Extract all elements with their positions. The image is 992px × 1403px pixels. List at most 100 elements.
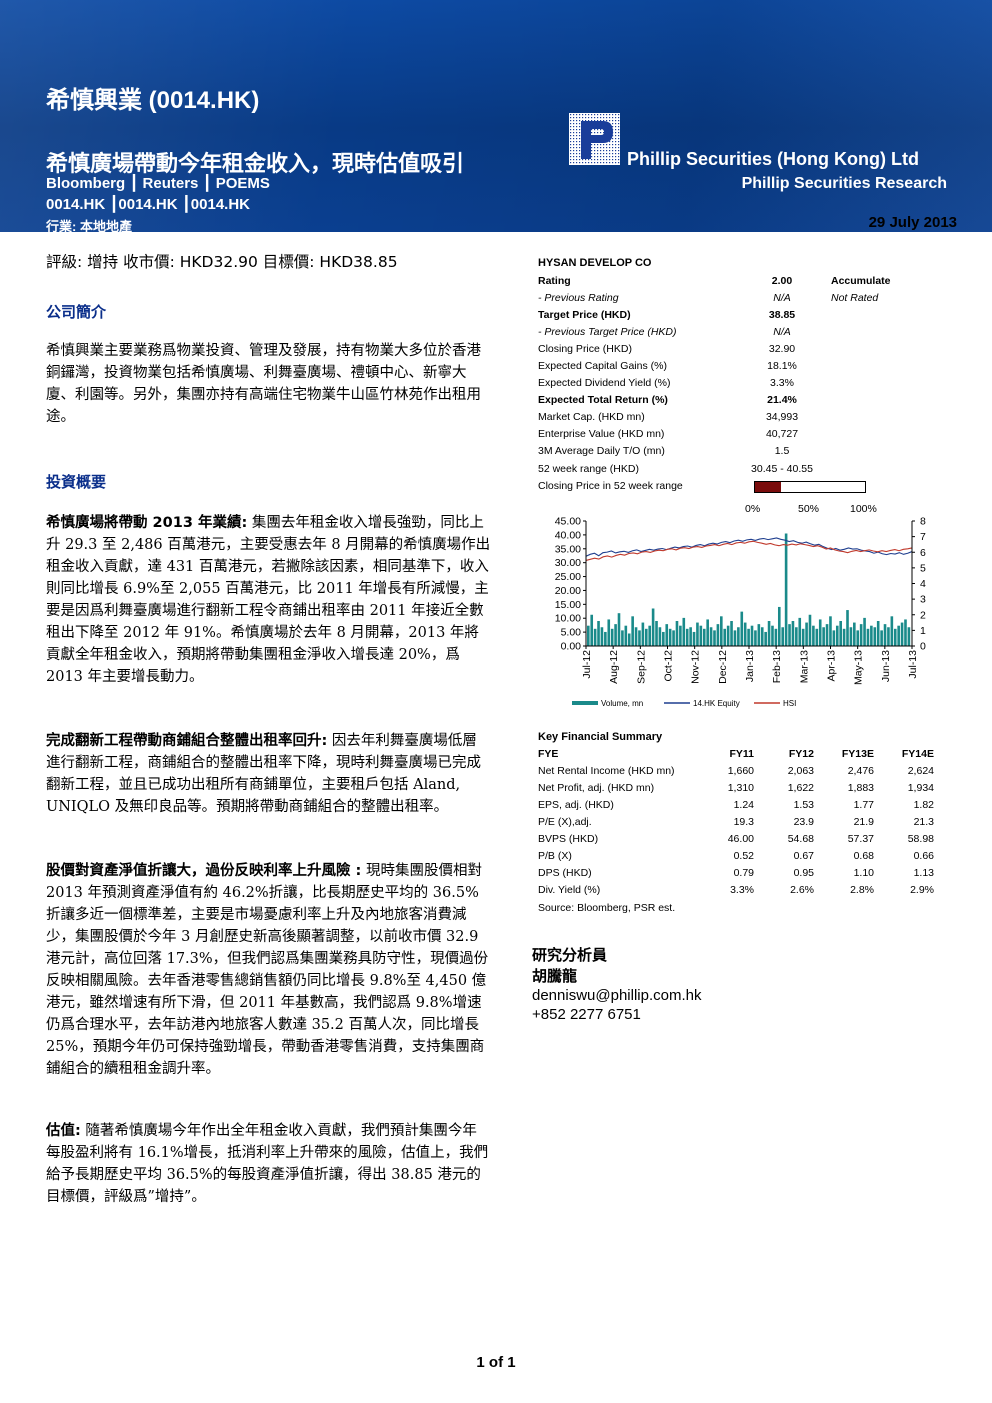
kfs-row: P/B (X) 0.52 0.67 0.68 0.66 (536, 848, 940, 865)
ratings-cell-value: 38.85 (768, 308, 796, 321)
y-left-tick-label: 40.00 (555, 529, 581, 541)
volume-bar (815, 628, 819, 646)
ratings-cell-extra (819, 375, 913, 392)
volume-bar (767, 621, 771, 646)
volume-bar (621, 630, 624, 647)
range-label-50: 50% (798, 503, 820, 515)
y-left-tick-label: 30.00 (555, 557, 581, 569)
ratings-cell-extra (819, 409, 913, 426)
kfs-source: Source: Bloomberg, PSR est. (538, 902, 676, 914)
volume-bar (764, 631, 767, 646)
price-volume-chart: 45.0040.0035.0030.0025.0020.0015.0010.00… (555, 516, 926, 709)
analyst-heading: 研究分析員 (532, 946, 608, 964)
kfs-row: Net Profit, adj. (HKD mn) 1,310 1,622 1,883… (536, 779, 940, 796)
ratings-cell-value: N/A (773, 291, 791, 304)
kfs-cell: P/B (X) (538, 850, 572, 863)
volume-bar (706, 619, 709, 646)
kfs-cell: 1,622 (787, 781, 814, 794)
volume-bar (839, 621, 842, 646)
ratings-cell-label: Closing Price in 52 week range (538, 479, 683, 492)
ratings-row: Expected Dividend Yield (%) 3.3% (536, 375, 913, 392)
range-label-100: 100% (850, 503, 877, 515)
volume-bar (634, 627, 638, 646)
ratings-cell-label: Closing Price (HKD) (538, 342, 632, 355)
kfs-cell: Net Rental Income (HKD mn) (538, 764, 675, 777)
kfs-row: EPS, adj. (HKD) 1.24 1.53 1.77 1.82 (536, 796, 940, 813)
volume-bar (740, 611, 744, 647)
volume-bar (600, 627, 604, 646)
kfs-row: P/E (X),adj. 19.3 23.9 21.9 21.3 (536, 813, 940, 830)
volume-bar (662, 631, 665, 646)
ratings-cell-label: - Previous Target Price (HKD) (538, 325, 677, 338)
kfs-cell: P/E (X),adj. (538, 815, 592, 828)
ratings-cell-value: 34,993 (765, 411, 799, 424)
legend-label: Volume, mn (601, 699, 643, 708)
kfs-cell: 2,063 (787, 764, 814, 777)
kfs-cell: 0.67 (793, 850, 814, 863)
volume-bar (822, 627, 825, 646)
kfs-cell: 1,310 (727, 781, 754, 794)
kfs-cell: 1,660 (727, 764, 754, 777)
y-left-tick-label: 45.00 (555, 516, 581, 528)
volume-bar (856, 630, 860, 647)
kfs-cell: 54.68 (787, 833, 814, 846)
volume-bar (791, 621, 795, 646)
ratings-cell-extra (819, 392, 913, 409)
legend-label: 14.HK Equity (693, 699, 740, 708)
volume-bar (730, 621, 733, 646)
volume-bar (737, 627, 740, 646)
y-right-tick-label: 5 (920, 562, 926, 574)
volume-bar (760, 627, 764, 646)
ratings-row: - Previous Target Price (HKD) N/A (536, 323, 913, 340)
kfs-row: DPS (HKD) 0.79 0.95 1.10 1.13 (536, 865, 940, 882)
volume-bar (853, 622, 856, 646)
analyst-phone: +852 2277 6751 (532, 1006, 641, 1023)
paragraph-renovation-lead: 完成翻新工程帶動商鋪組合整體出租率回升: (46, 733, 328, 749)
series-line-equity (585, 537, 913, 557)
ratings-cell-value: 21.4% (767, 394, 797, 407)
volume-bar (771, 625, 774, 646)
y-right-tick-label: 3 (920, 594, 926, 606)
ratings-cell-label: Expected Capital Gains (%) (538, 360, 667, 373)
y-left-tick-label: 25.00 (555, 571, 581, 583)
ratings-row: Closing Price in 52 week range (536, 477, 913, 494)
ratings-row: Enterprise Value (HKD mn) 40,727 (536, 426, 913, 443)
kfs-row: BVPS (HKD) 46.00 54.68 57.37 58.98 (536, 830, 940, 847)
ratings-cell-value: 32.90 (768, 342, 796, 355)
volume-bar (604, 631, 607, 646)
header-banner-shade (0, 0, 992, 232)
volume-bar (733, 630, 737, 647)
kfs-cell: 0.79 (733, 867, 754, 880)
kfs-title: Key Financial Summary (538, 731, 663, 743)
volume-bar (624, 625, 628, 646)
volume-bar (617, 613, 621, 646)
x-tick-label: Dec-12 (717, 650, 729, 684)
paragraph-valuation-lead: 估值: (46, 1123, 81, 1139)
kfs-cell: 46.00 (727, 833, 754, 846)
volume-bar (672, 630, 675, 647)
volume-bar (658, 627, 662, 646)
volume-bar (685, 628, 689, 646)
volume-bar (795, 627, 798, 646)
volume-bar (713, 630, 716, 647)
volume-bar (607, 619, 611, 646)
kfs-cell: 21.9 (853, 815, 874, 828)
kfs-cell: 0.52 (733, 850, 754, 863)
legend-swatch-volume (572, 701, 598, 705)
y-left-tick-label: 35.00 (555, 543, 581, 555)
volume-bar (832, 630, 836, 647)
volume-bar (631, 616, 634, 646)
volume-bar (655, 621, 658, 646)
paragraph-discount-lead: 股價對資產淨值折讓大，過份反映利率上升風險 : (46, 863, 362, 879)
ratings-cell-label: Expected Total Return (%) (538, 394, 668, 407)
ratings-cell-extra (819, 426, 913, 443)
paragraph-results: 希慎廣場將帶動 2013 年業績: 集團去年租金收入增長強勁，同比上升 29.3… (46, 512, 491, 688)
y-left-tick-label: 5.00 (561, 627, 582, 639)
volume-bar (842, 628, 846, 646)
volume-bar (627, 633, 631, 646)
x-tick-label: May-13 (853, 650, 865, 685)
price-range-bar (754, 481, 866, 493)
volume-bar (692, 631, 696, 646)
analyst-email[interactable]: denniswu@phillip.com.hk (532, 987, 702, 1004)
volume-bar (709, 627, 713, 646)
